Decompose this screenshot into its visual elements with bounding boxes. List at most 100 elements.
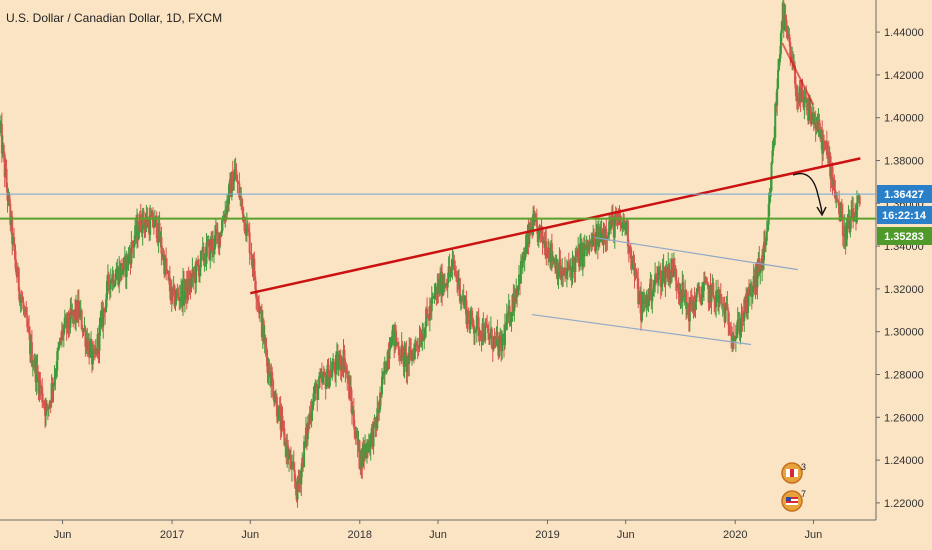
candle-body bbox=[458, 278, 461, 302]
candle-body bbox=[727, 310, 730, 325]
downtrend-line[interactable] bbox=[781, 42, 815, 106]
candle-body bbox=[236, 181, 239, 183]
canada-badge[interactable]: 3 bbox=[781, 462, 806, 484]
candle-body bbox=[353, 426, 356, 438]
candle-body bbox=[450, 266, 453, 273]
candle-body bbox=[318, 376, 321, 389]
candle-body bbox=[425, 308, 428, 328]
candle-body bbox=[153, 216, 156, 228]
candle-body bbox=[343, 350, 346, 371]
us-badge[interactable]: 7 bbox=[781, 489, 806, 512]
channel-upper-line[interactable] bbox=[594, 236, 798, 271]
candle-body bbox=[310, 411, 313, 421]
candle-body bbox=[475, 315, 478, 331]
candle-body bbox=[426, 313, 429, 317]
candle-body bbox=[160, 236, 163, 254]
candle-body bbox=[352, 410, 355, 427]
x-tick-label: Jun bbox=[805, 529, 823, 541]
candle-body bbox=[384, 361, 387, 373]
candle-body bbox=[241, 198, 244, 207]
x-axis[interactable]: Jun 2017 Jun 2018 Jun 2019 Jun 2020 Jun bbox=[54, 520, 823, 541]
candle-body bbox=[327, 364, 330, 388]
candle-body bbox=[803, 98, 806, 108]
y-tick-label: 1.24000 bbox=[884, 455, 924, 467]
forecast-curve-arrow[interactable] bbox=[792, 172, 823, 214]
candle-body bbox=[610, 225, 613, 229]
candle-body bbox=[432, 295, 435, 298]
y-tick-label: 1.30000 bbox=[884, 327, 924, 339]
candle-body bbox=[855, 202, 858, 223]
x-tick-label: Jun bbox=[241, 529, 259, 541]
candle-body bbox=[683, 296, 686, 298]
candle-body bbox=[441, 271, 444, 296]
candle-body bbox=[378, 409, 381, 413]
candle-body bbox=[621, 222, 624, 229]
channel-lower-line[interactable] bbox=[531, 313, 751, 346]
candle-body bbox=[196, 260, 199, 264]
candle-body bbox=[215, 229, 218, 233]
candle-body bbox=[771, 150, 774, 163]
candle-body bbox=[838, 202, 841, 215]
candle-body bbox=[522, 252, 525, 261]
candle-body bbox=[44, 404, 47, 416]
candle-body bbox=[483, 340, 486, 342]
candle-body bbox=[82, 328, 85, 332]
candle-body bbox=[144, 222, 147, 229]
candle-body bbox=[477, 317, 480, 337]
candle-body bbox=[389, 347, 392, 349]
resistance-trendline[interactable] bbox=[250, 157, 861, 295]
candle-body bbox=[287, 445, 290, 460]
candle-body bbox=[801, 89, 804, 93]
candle-body bbox=[199, 251, 202, 268]
candle-body bbox=[8, 193, 11, 204]
candle-body bbox=[170, 287, 173, 301]
candle-body bbox=[626, 221, 629, 247]
candle-body bbox=[195, 260, 198, 283]
candle-body bbox=[424, 327, 427, 337]
chart-title: U.S. Dollar / Canadian Dollar, 1D, FXCM bbox=[6, 11, 222, 25]
candle-body bbox=[256, 298, 259, 300]
candle-body bbox=[638, 303, 641, 305]
candle-body bbox=[705, 277, 708, 284]
candle-body bbox=[689, 297, 692, 301]
candle-body bbox=[696, 288, 699, 292]
candle-body bbox=[732, 335, 735, 340]
candle-body bbox=[133, 240, 136, 248]
candle-body bbox=[237, 182, 240, 184]
forecast-arrow-head bbox=[816, 206, 827, 217]
candle-body bbox=[482, 323, 485, 341]
candle-body bbox=[559, 259, 562, 278]
candle-body bbox=[764, 240, 767, 246]
candle-body bbox=[686, 302, 689, 314]
candle-body bbox=[702, 281, 705, 291]
candle-body bbox=[586, 239, 589, 248]
candle-body bbox=[444, 283, 447, 285]
candle-body bbox=[655, 274, 658, 278]
candle-body bbox=[288, 455, 291, 460]
candle-body bbox=[734, 336, 737, 340]
candle-body bbox=[112, 273, 115, 287]
candle-body bbox=[858, 196, 861, 205]
candle-body bbox=[484, 322, 487, 341]
candle-body bbox=[660, 282, 663, 287]
candle-body bbox=[233, 169, 236, 180]
candle-body bbox=[479, 331, 482, 339]
candle-body bbox=[411, 351, 414, 360]
candle-body bbox=[486, 326, 489, 328]
candle-body bbox=[282, 421, 285, 429]
candle-body bbox=[275, 396, 278, 417]
candle-body bbox=[488, 334, 491, 340]
candle-body bbox=[293, 470, 296, 481]
candle-body bbox=[517, 285, 520, 296]
candle-body bbox=[272, 380, 275, 398]
candle-body bbox=[11, 216, 14, 244]
drawing-layer[interactable] bbox=[0, 42, 876, 346]
candle-body bbox=[27, 327, 30, 329]
candle-body bbox=[446, 281, 449, 288]
countdown-tag-bg bbox=[877, 206, 932, 224]
y-axis[interactable]: 1.440001.420001.400001.380001.360001.340… bbox=[876, 27, 924, 510]
candle-body bbox=[841, 215, 844, 236]
candle-body bbox=[659, 269, 662, 287]
candle-body bbox=[653, 284, 656, 289]
